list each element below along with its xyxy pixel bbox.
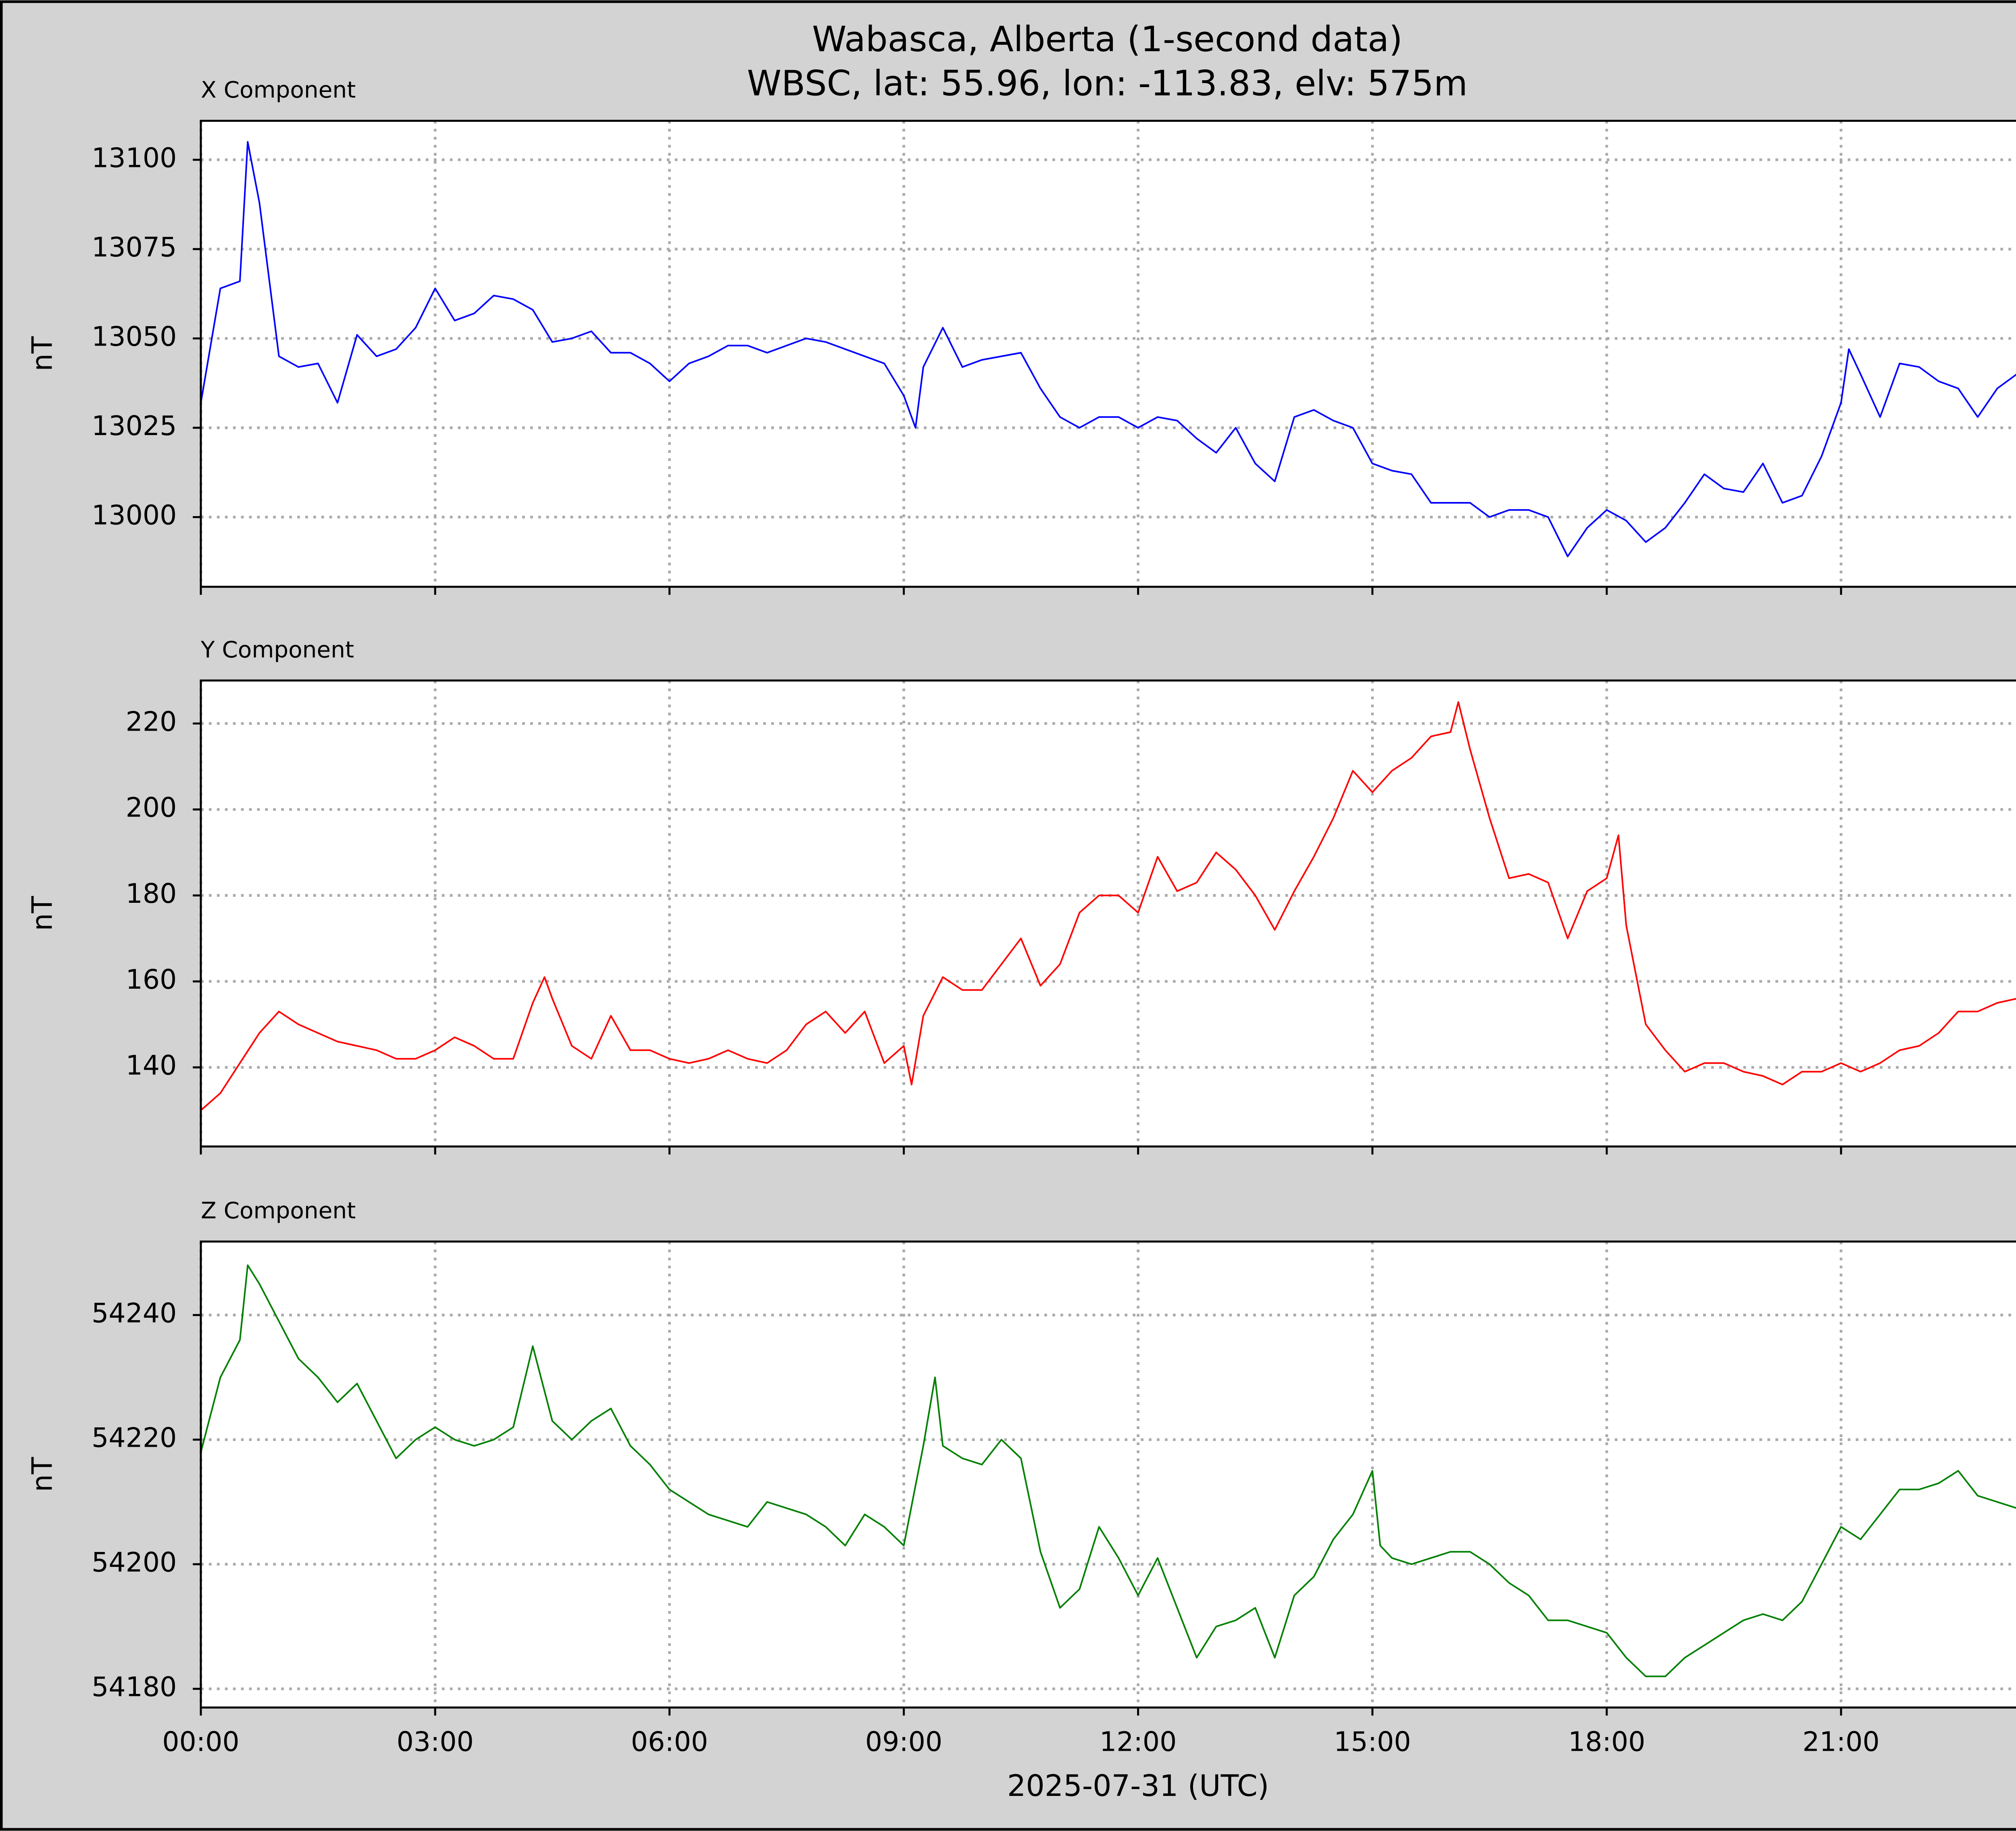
y-tick-label: 13000 <box>92 499 177 531</box>
x-tick-label: 09:00 <box>865 1726 942 1757</box>
y-tick-label: 54240 <box>92 1297 177 1329</box>
plot-area <box>201 680 2016 1147</box>
plot-frame <box>200 120 2016 588</box>
y-tick-label: 13100 <box>92 142 177 173</box>
x-tick-label: 12:00 <box>1100 1726 1177 1757</box>
panel-title: X Component <box>201 77 356 103</box>
y-tick-label: 220 <box>126 706 177 737</box>
plot-area <box>201 1241 2016 1708</box>
plot-frame <box>200 679 2016 1148</box>
data-line <box>200 1264 2016 1677</box>
panel-title: Z Component <box>201 1198 356 1224</box>
x-tick-label: 03:00 <box>397 1726 474 1757</box>
plot-frame <box>200 1240 2016 1709</box>
y-tick-label: 13075 <box>92 231 177 263</box>
x-tick-label: 06:00 <box>631 1726 708 1757</box>
x-axis-label: 2025-07-31 (UTC) <box>1007 1769 1269 1803</box>
y-tick-label: 54220 <box>92 1422 177 1453</box>
y-tick-label: 180 <box>126 878 177 909</box>
y-axis-label: nT <box>26 1457 59 1492</box>
chart-title: Wabasca, Alberta (1-second data) <box>812 19 1403 60</box>
chart-subtitle: WBSC, lat: 55.96, lon: -113.83, elv: 575… <box>747 64 1468 104</box>
y-axis-label: nT <box>26 336 59 371</box>
panel-title: Y Component <box>200 637 354 663</box>
y-tick-label: 54200 <box>92 1546 177 1578</box>
y-tick-label: 13050 <box>92 321 177 352</box>
y-tick-label: 13025 <box>92 410 177 442</box>
plot-area <box>201 121 2016 587</box>
y-tick-label: 200 <box>126 792 177 823</box>
x-tick-label: 00:00 <box>162 1726 239 1757</box>
x-tick-label: 18:00 <box>1568 1726 1645 1757</box>
y-tick-label: 54180 <box>92 1671 177 1702</box>
y-axis-label: nT <box>26 896 59 931</box>
x-tick-label: 15:00 <box>1334 1726 1411 1757</box>
x-tick-label: 21:00 <box>1802 1726 1879 1757</box>
data-line <box>200 141 2016 557</box>
y-tick-label: 160 <box>126 964 177 995</box>
data-line <box>200 701 2016 1111</box>
y-tick-label: 140 <box>126 1050 177 1081</box>
